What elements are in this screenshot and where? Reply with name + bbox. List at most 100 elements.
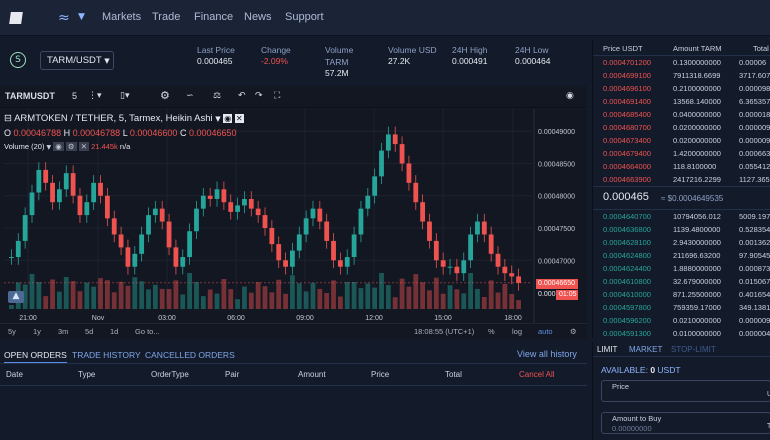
amount-field[interactable]: Amount to Buy 0.00000000 T	[601, 412, 770, 434]
tab-trade-history[interactable]: TRADE HISTORY	[72, 350, 141, 360]
view-all-history-link[interactable]: View all history	[517, 349, 577, 359]
tab-market[interactable]: MARKET	[629, 345, 663, 354]
bid-amount: 871.25500000	[673, 290, 721, 299]
nav-support[interactable]: Support	[285, 11, 324, 23]
cancel-all-button[interactable]: Cancel All	[519, 370, 555, 379]
candle-style-icon[interactable]: ▯▾	[120, 91, 130, 101]
ask-row[interactable]: 0.0004701200 0.1300000000 0.00006	[593, 56, 770, 69]
volume-bar	[118, 281, 124, 309]
ask-price: 0.0004664000	[603, 162, 651, 171]
ask-price: 0.0004663900	[603, 175, 651, 184]
pair-selector[interactable]: TARM/USDT ▼	[40, 51, 114, 70]
nav-finance[interactable]: Finance	[194, 11, 234, 23]
legend-collapse-icon[interactable]: ⊟	[4, 113, 12, 124]
bid-row[interactable]: 0.0004624800 211696.63200 97.90545	[593, 249, 770, 262]
waves-menu-icon[interactable]: ≈	[58, 10, 70, 26]
ask-row[interactable]: 0.0004685400 0.0400000000 0.000018	[593, 108, 770, 121]
price-chart[interactable]: 0.00049000 0.00048500 0.00048000 0.00047500…	[0, 109, 587, 323]
price-field[interactable]: Price U	[601, 380, 770, 402]
candle-body	[139, 234, 145, 254]
volume-legend-title[interactable]: Volume (20)	[4, 142, 45, 151]
candle-body	[372, 176, 378, 196]
ask-row[interactable]: 0.0004679400 1.4200000000 0.000663	[593, 147, 770, 160]
nav-news[interactable]: News	[244, 11, 272, 23]
bid-row[interactable]: 0.0004610000 871.25500000 0.401654	[593, 288, 770, 301]
legend-close-icon[interactable]: ✕	[234, 114, 244, 123]
indicators-icon[interactable]: ∽	[186, 91, 194, 101]
tab-stop-limit[interactable]: STOP-LIMIT	[671, 345, 716, 354]
brand-logo[interactable]	[9, 12, 23, 24]
candle-body	[207, 195, 213, 199]
ask-row[interactable]: 0.0004664000 118.8100000 0.055412	[593, 160, 770, 173]
range-3m[interactable]: 3m	[58, 327, 69, 336]
nav-markets[interactable]: Markets	[102, 11, 142, 23]
volume-bar	[351, 282, 357, 309]
form-tab-divider	[593, 356, 770, 357]
auto-toggle[interactable]: auto	[538, 327, 553, 336]
compare-icon[interactable]: ⚖	[213, 91, 222, 101]
symbol-search[interactable]: TARMUSDT	[5, 91, 55, 101]
available-unit: USDT	[657, 365, 681, 375]
log-toggle[interactable]: log	[512, 327, 523, 336]
volume-bar	[255, 282, 261, 309]
bid-row[interactable]: 0.0004591300 0.0100000000 0.000004	[593, 327, 770, 340]
percent-toggle[interactable]: %	[488, 327, 495, 336]
ask-row[interactable]: 0.0004673400 0.0200000000 0.000009	[593, 134, 770, 147]
ask-row[interactable]: 0.0004680700 0.0200000000 0.000009	[593, 121, 770, 134]
scale-settings-gear-icon[interactable]: ⚙	[570, 327, 577, 336]
bid-total: 0.528354	[739, 225, 770, 234]
range-1y[interactable]: 1y	[33, 327, 41, 336]
chevron-down-icon[interactable]: ▼	[78, 12, 85, 22]
mid-price-usd: ≈ $0.0004649535	[661, 194, 724, 203]
ask-price: 0.0004685400	[603, 110, 651, 119]
tab-divider	[0, 363, 587, 364]
bid-row[interactable]: 0.0004596200 0.0210000000 0.000009	[593, 314, 770, 327]
ask-row[interactable]: 0.0004691400 13568.140000 6.365357	[593, 95, 770, 108]
go-to-date[interactable]: Go to...	[135, 327, 160, 336]
volume-close-icon[interactable]: ✕	[78, 142, 90, 151]
settings-gear-icon[interactable]: ⚙	[160, 89, 170, 102]
more-options-icon[interactable]: ⋮▾	[88, 91, 102, 101]
candle-body	[440, 260, 446, 267]
bid-row[interactable]: 0.0004636800 1139.4800000 0.528354	[593, 223, 770, 236]
ask-row[interactable]: 0.0004663900 2417216.2299 1127.365	[593, 173, 770, 186]
bid-row[interactable]: 0.0004624400 1.8880000000 0.000873	[593, 262, 770, 275]
chevron-down-icon[interactable]: ▼	[46, 144, 52, 151]
bid-row[interactable]: 0.0004597800 759359.17000 349.1381	[593, 301, 770, 314]
tab-cancelled-orders[interactable]: CANCELLED ORDERS	[145, 350, 235, 360]
undo-icon[interactable]: ↶	[238, 91, 246, 101]
volume-bar	[413, 274, 419, 309]
ask-row[interactable]: 0.0004699100 7911318.6699 3717.607	[593, 69, 770, 82]
pair-selector-label: TARM/USDT	[47, 55, 102, 66]
open-value: 0.00046788	[13, 128, 62, 138]
chart-canvas[interactable]: 0.00049000 0.00048500 0.00048000 0.00047500…	[0, 109, 587, 323]
volume-bar	[50, 279, 55, 309]
bid-row[interactable]: 0.0004640700 10794056.012 5009.1979	[593, 210, 770, 223]
mid-price: 0.000465	[603, 191, 649, 203]
redo-icon[interactable]: ↷	[255, 91, 263, 101]
legend-eye-icon[interactable]: ◉	[223, 114, 233, 123]
available-balance: AVAILABLE: 0 USDT	[601, 365, 681, 375]
volume-bar	[221, 279, 227, 309]
close-label: C	[179, 128, 187, 138]
bid-row[interactable]: 0.0004610800 32.679000000 0.015067	[593, 275, 770, 288]
volume-unit: TARM	[325, 57, 349, 67]
fullscreen-icon[interactable]: ⛶	[274, 91, 281, 101]
y-tick-label: 0.00048500	[538, 161, 575, 168]
volume-settings-icon[interactable]: ⚙	[65, 142, 77, 151]
nav-trade[interactable]: Trade	[152, 11, 181, 23]
tab-open-orders[interactable]: OPEN ORDERS	[4, 350, 67, 363]
range-5d[interactable]: 5d	[85, 327, 94, 336]
chart-clock[interactable]: 18:08:55 (UTC+1)	[414, 327, 475, 336]
x-tick-label: 15:00	[434, 315, 452, 322]
ask-row[interactable]: 0.0004696100 0.2100000000 0.000098	[593, 82, 770, 95]
bid-row[interactable]: 0.0004628100 2.9430000000 0.001362	[593, 236, 770, 249]
tradingview-logo-icon[interactable]: ▲	[8, 291, 24, 303]
range-5y[interactable]: 5y	[8, 327, 16, 336]
camera-icon[interactable]: ◉	[566, 91, 574, 101]
interval-selector[interactable]: 5	[72, 91, 78, 101]
range-1d[interactable]: 1d	[110, 327, 119, 336]
candle-body	[91, 182, 97, 203]
volume-eye-icon[interactable]: ◉	[53, 142, 64, 151]
chevron-down-icon[interactable]: ▼	[215, 115, 221, 123]
